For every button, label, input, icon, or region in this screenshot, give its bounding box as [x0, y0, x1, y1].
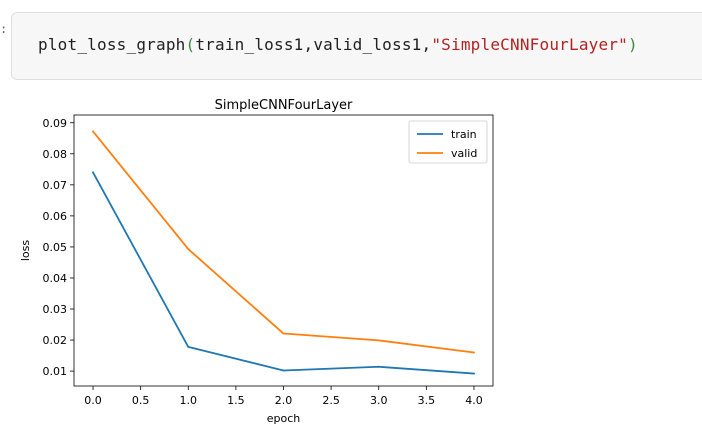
y-tick-label: 0.05 — [43, 241, 68, 254]
loss-chart: SimpleCNNFourLayer 0.0 0.5 1.0 1.5 2.0 2.5 3.0 3… — [19, 98, 494, 425]
y-tick-label: 0.07 — [43, 179, 68, 192]
code-cell[interactable]: plot_loss_graph(train_loss1,valid_loss1,… — [11, 12, 702, 80]
data-point — [377, 339, 380, 342]
close-paren: ) — [628, 35, 638, 54]
y-axis-label: loss — [19, 240, 32, 262]
x-tick-label: 3.5 — [418, 394, 436, 407]
x-tick-label: 0.5 — [132, 394, 150, 407]
y-tick-label: 0.01 — [43, 365, 68, 378]
data-point — [282, 369, 285, 372]
x-axis-label: epoch — [267, 412, 301, 425]
x-tick-label: 1.5 — [227, 394, 245, 407]
data-point — [377, 365, 380, 368]
legend-label-valid: valid — [451, 147, 477, 160]
x-tick-label: 0.0 — [84, 394, 102, 407]
series-line-valid — [92, 130, 475, 354]
data-point — [92, 130, 94, 133]
y-tick-label: 0.06 — [43, 210, 68, 223]
x-tick-label: 3.0 — [370, 394, 388, 407]
y-tick-label: 0.09 — [43, 117, 68, 130]
cell-output: SimpleCNNFourLayer 0.0 0.5 1.0 1.5 2.0 2.5 3.0 3… — [0, 88, 510, 437]
chart-title: SimpleCNNFourLayer — [215, 98, 353, 113]
arguments: train_loss1,valid_loss1, — [195, 35, 432, 54]
data-point — [187, 345, 190, 348]
string-literal: "SimpleCNNFourLayer" — [431, 35, 628, 54]
y-tick-label: 0.04 — [43, 272, 68, 285]
x-tick-label: 4.0 — [465, 394, 483, 407]
data-point — [187, 248, 190, 251]
data-point — [92, 171, 94, 174]
y-tick-label: 0.08 — [43, 148, 68, 161]
cell-prompt: : — [0, 22, 8, 36]
code-line[interactable]: plot_loss_graph(train_loss1,valid_loss1,… — [38, 35, 638, 54]
x-tick-label: 2.5 — [322, 394, 340, 407]
y-tick-label: 0.02 — [43, 334, 68, 347]
x-tick-label: 2.0 — [275, 394, 293, 407]
data-point — [282, 332, 285, 335]
function-name: plot_loss_graph — [38, 35, 186, 54]
data-point — [473, 351, 475, 354]
data-point — [473, 372, 475, 375]
x-tick-label: 1.0 — [180, 394, 198, 407]
y-tick-label: 0.03 — [43, 303, 68, 316]
legend-label-train: train — [451, 128, 477, 141]
open-paren: ( — [185, 35, 196, 54]
